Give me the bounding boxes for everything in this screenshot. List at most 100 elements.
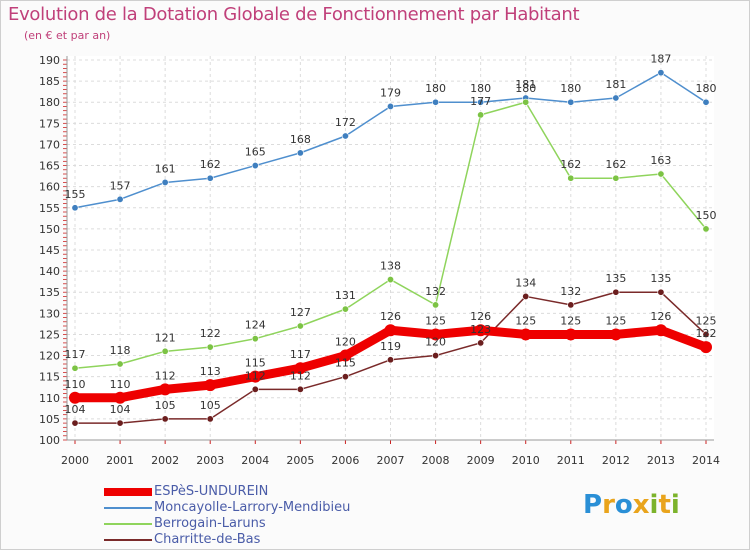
y-tick-label: 145: [39, 244, 60, 257]
data-point: [384, 324, 397, 337]
legend-swatch: [104, 488, 152, 496]
data-label: 161: [155, 162, 176, 175]
data-label: 180: [470, 82, 491, 95]
legend-label: Charritte-de-Bas: [154, 532, 261, 547]
logo-letter: r: [602, 490, 615, 520]
data-point: [249, 370, 262, 383]
x-tick-label: 2003: [196, 454, 224, 467]
data-point: [522, 292, 530, 300]
y-tick-label: 130: [39, 307, 60, 320]
data-point: [204, 379, 217, 392]
data-label: 104: [110, 403, 131, 416]
chart-title: Evolution de la Dotation Globale de Fonc…: [8, 4, 580, 25]
logo-letter: t: [658, 490, 671, 520]
data-point: [116, 419, 124, 427]
y-tick-label: 185: [39, 75, 60, 88]
data-label: 125: [560, 314, 581, 327]
data-label: 115: [335, 357, 356, 370]
legend-label: Berrogain-Laruns: [154, 516, 266, 531]
data-point: [612, 174, 620, 182]
data-point: [206, 343, 214, 351]
data-point: [161, 347, 169, 355]
data-point: [206, 174, 214, 182]
data-label: 125: [605, 314, 626, 327]
data-point: [386, 102, 394, 110]
data-label: 126: [470, 310, 491, 323]
x-tick-label: 2000: [61, 454, 89, 467]
x-tick-label: 2002: [151, 454, 179, 467]
y-tick-label: 170: [39, 138, 60, 151]
data-label: 138: [380, 260, 401, 273]
data-point: [702, 225, 710, 233]
data-point: [432, 98, 440, 106]
data-label: 180: [696, 82, 717, 95]
logo-letter: i: [649, 490, 659, 520]
data-label: 126: [380, 310, 401, 323]
data-label: 122: [200, 327, 221, 340]
data-label: 181: [605, 78, 626, 91]
y-tick-label: 110: [39, 392, 60, 405]
y-tick-label: 150: [39, 223, 60, 236]
data-point: [522, 98, 530, 106]
data-label: 126: [650, 310, 671, 323]
y-tick-label: 175: [39, 117, 60, 130]
y-tick-label: 115: [39, 371, 60, 384]
data-point: [567, 98, 575, 106]
data-label: 155: [65, 188, 86, 201]
data-point: [159, 383, 172, 396]
y-tick-label: 165: [39, 160, 60, 173]
data-label: 168: [290, 133, 311, 146]
data-label: 181: [515, 78, 536, 91]
x-tick-label: 2001: [106, 454, 134, 467]
data-label: 150: [696, 209, 717, 222]
legend-swatch: [104, 539, 152, 541]
data-point: [161, 178, 169, 186]
data-label: 117: [290, 348, 311, 361]
data-label: 112: [290, 369, 311, 382]
data-point: [71, 419, 79, 427]
data-label: 112: [245, 369, 266, 382]
data-label: 117: [65, 348, 86, 361]
data-label: 162: [560, 158, 581, 171]
data-label: 135: [605, 272, 626, 285]
data-label: 119: [380, 340, 401, 353]
data-point: [71, 364, 79, 372]
data-point: [386, 356, 394, 364]
data-label: 180: [515, 82, 536, 95]
data-point: [296, 149, 304, 157]
data-label: 127: [290, 306, 311, 319]
data-label: 179: [380, 86, 401, 99]
logo-letter: o: [614, 490, 633, 520]
data-point: [519, 328, 532, 341]
data-label: 112: [155, 369, 176, 382]
data-point: [429, 328, 442, 341]
y-tick-label: 155: [39, 202, 60, 215]
data-point: [296, 322, 304, 330]
x-tick-label: 2007: [377, 454, 405, 467]
proxiti-logo: Proxiti: [583, 490, 680, 520]
data-point: [296, 385, 304, 393]
data-label: 162: [605, 158, 626, 171]
data-point: [69, 391, 81, 404]
x-tick-label: 2010: [512, 454, 540, 467]
x-tick-label: 2005: [286, 454, 314, 467]
data-point: [567, 301, 575, 309]
data-point: [612, 288, 620, 296]
x-tick-label: 2008: [422, 454, 450, 467]
data-label: 104: [65, 403, 86, 416]
logo-letter: x: [632, 490, 650, 520]
data-label: 105: [200, 399, 221, 412]
data-label: 120: [335, 336, 356, 349]
y-tick-label: 135: [39, 286, 60, 299]
data-point: [116, 360, 124, 368]
data-point: [251, 335, 259, 343]
data-label: 110: [110, 378, 131, 391]
logo-letter: i: [670, 490, 680, 520]
data-point: [386, 276, 394, 284]
legend-label: ESPèS-UNDUREIN: [154, 484, 269, 499]
data-label: 113: [200, 365, 221, 378]
x-tick-label: 2004: [241, 454, 269, 467]
data-label: 120: [425, 336, 446, 349]
data-label: 118: [110, 344, 131, 357]
